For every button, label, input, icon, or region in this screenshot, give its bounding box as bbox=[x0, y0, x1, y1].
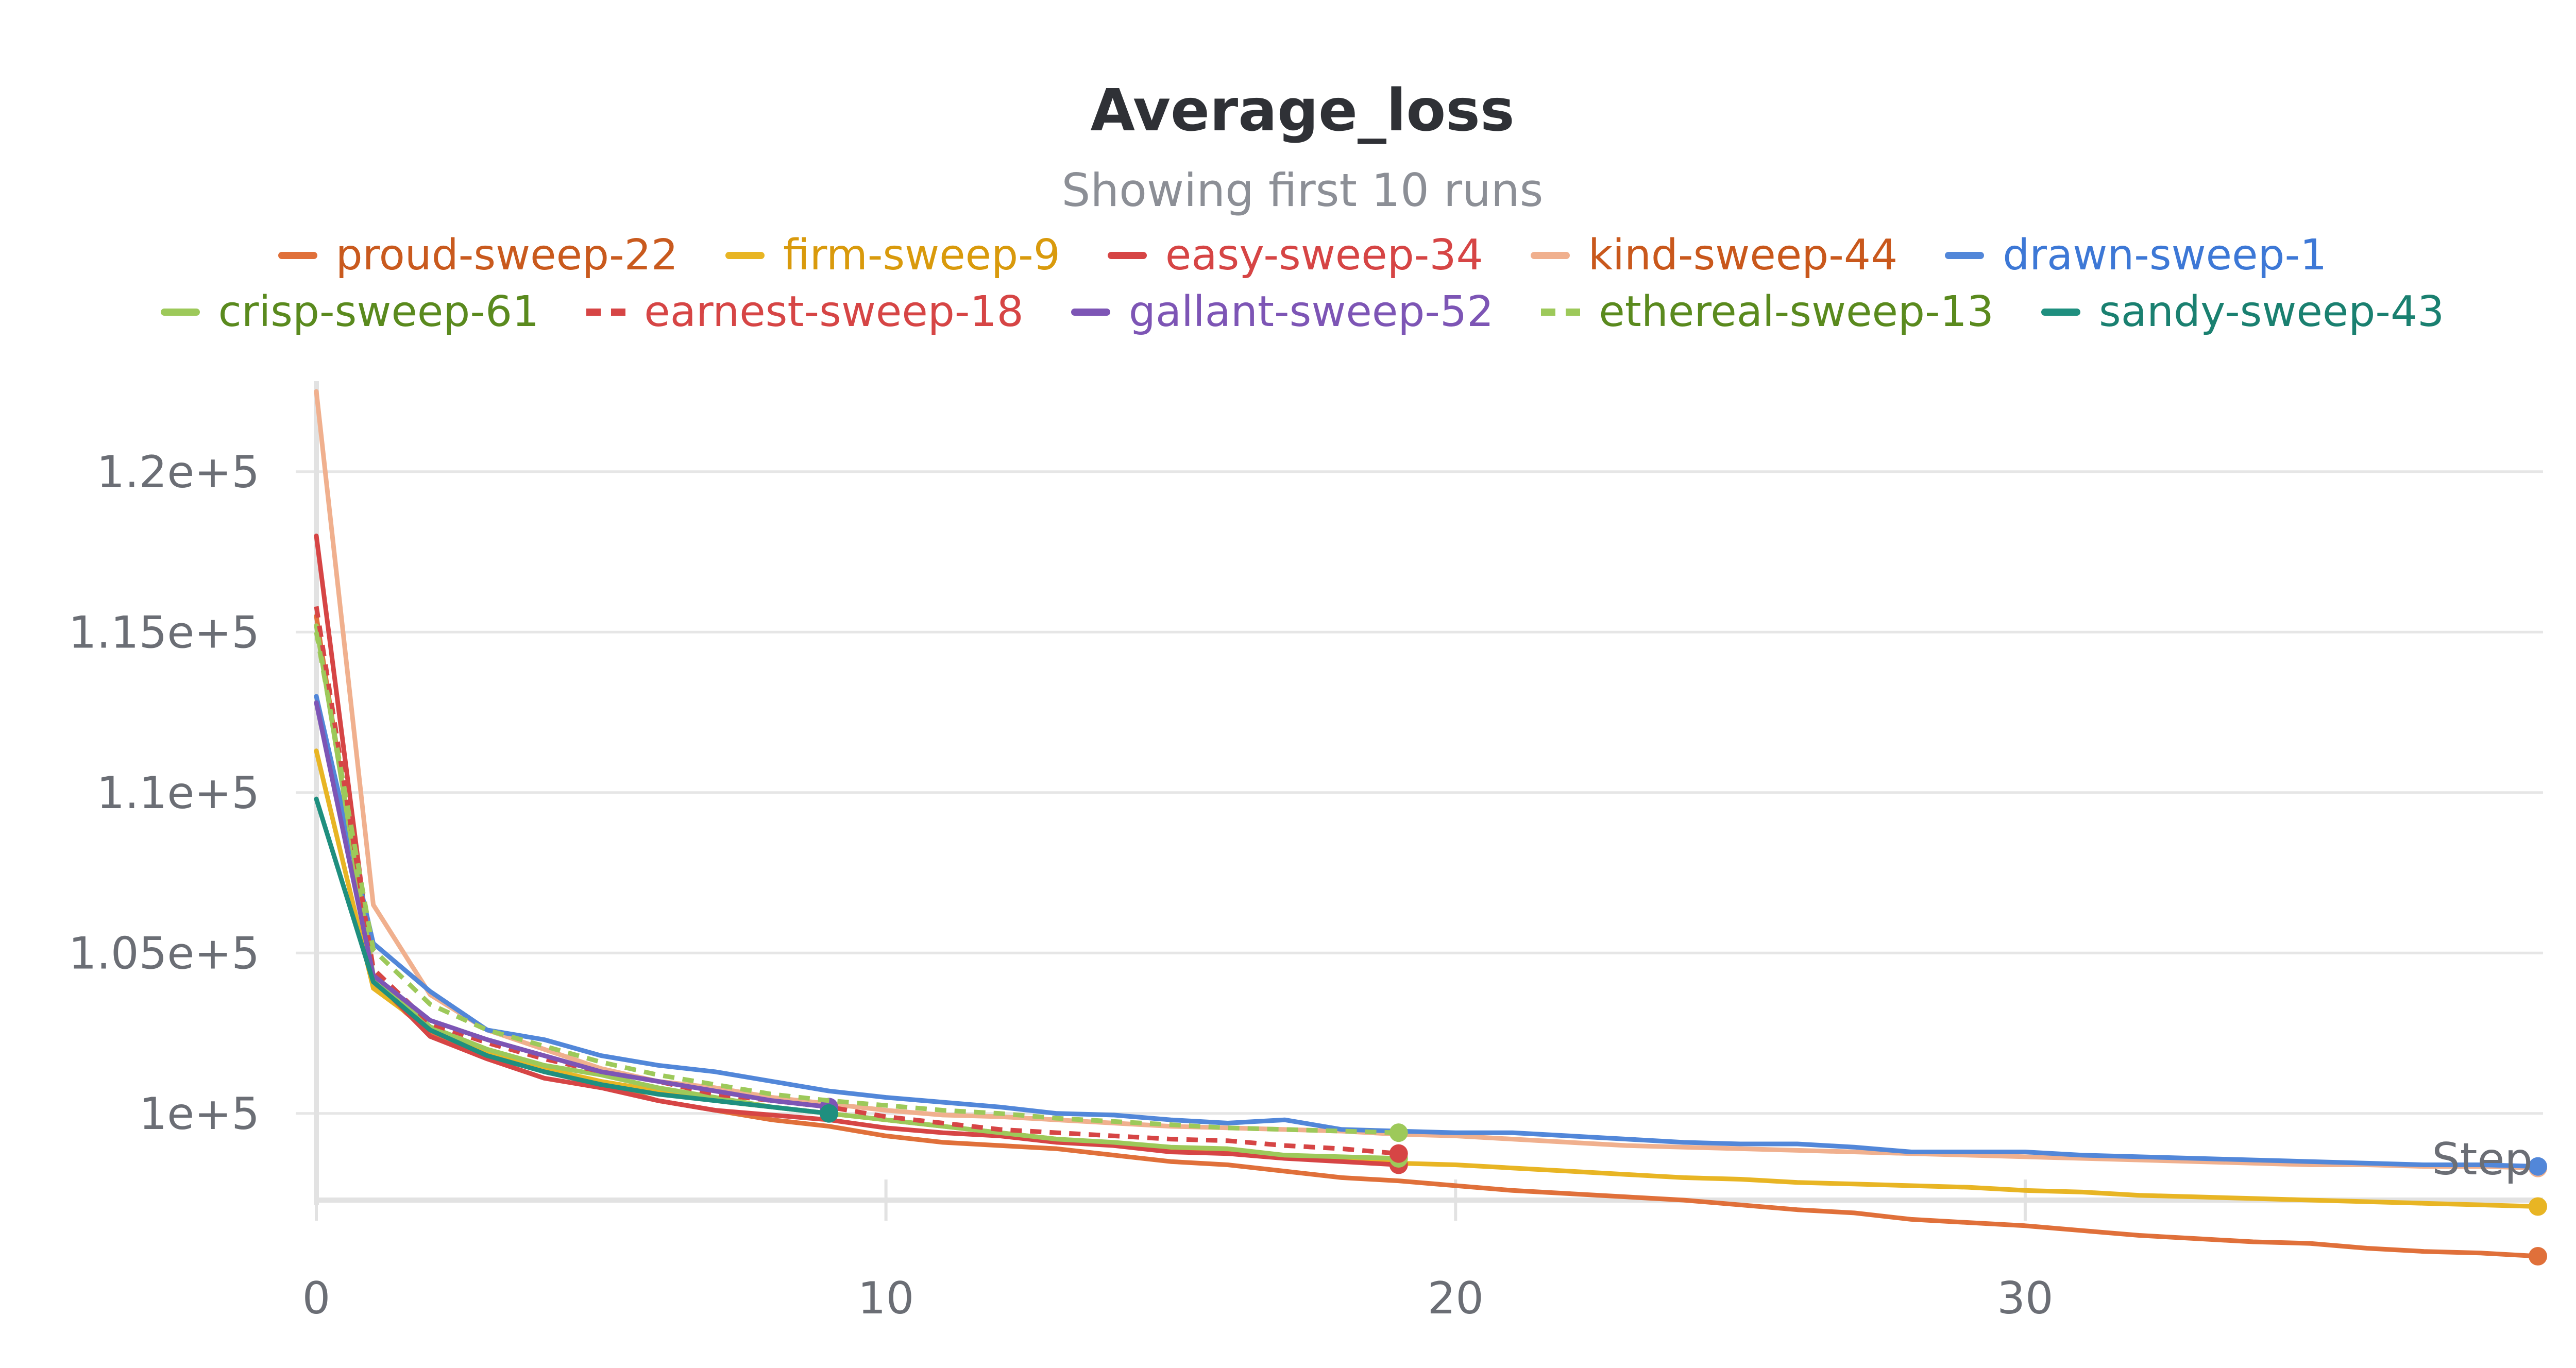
series-line-crisp-sweep-61 bbox=[314, 623, 1401, 1161]
legend-label: gallant-sweep-52 bbox=[1128, 287, 1494, 336]
legend-label: ethereal-sweep-13 bbox=[1599, 287, 1994, 336]
legend-swatch bbox=[2041, 308, 2080, 316]
y-tick-label: 1.2e+5 bbox=[97, 447, 260, 498]
legend-label: crisp-sweep-61 bbox=[218, 287, 539, 336]
chart-title: Average_loss bbox=[1090, 77, 1515, 144]
legend-item[interactable]: gallant-sweep-52 bbox=[1071, 287, 1494, 336]
legend-item[interactable]: easy-sweep-34 bbox=[1107, 231, 1483, 280]
legend-label: drawn-sweep-1 bbox=[2003, 231, 2327, 280]
legend-swatch bbox=[1530, 251, 1570, 259]
series-end-marker-earnest-sweep-18 bbox=[1389, 1144, 1408, 1163]
legend-swatch bbox=[278, 251, 317, 259]
legend-label: sandy-sweep-43 bbox=[2098, 287, 2445, 336]
legend-label: proud-sweep-22 bbox=[335, 231, 679, 280]
x-tick-label: 0 bbox=[302, 1273, 331, 1324]
series-line-ethereal-sweep-13 bbox=[314, 631, 1399, 1135]
legend-swatch bbox=[1107, 251, 1147, 259]
series-line-gallant-sweep-52 bbox=[314, 700, 832, 1109]
series-line-firm-sweep-9 bbox=[314, 748, 2540, 1209]
legend-item[interactable]: drawn-sweep-1 bbox=[1945, 231, 2327, 280]
legend-swatch bbox=[160, 308, 200, 316]
axes: 1e+5 1.05e+5 1.1e+5 1.15e+5 1.2e+5 0 10 20 30 bbox=[69, 381, 2543, 1324]
legend-item[interactable]: earnest-sweep-18 bbox=[586, 287, 1024, 336]
x-tick-label: 30 bbox=[1997, 1273, 2053, 1324]
x-tick-label: 20 bbox=[1428, 1273, 1484, 1324]
legend-label: firm-sweep-9 bbox=[783, 231, 1060, 280]
legend-label: kind-sweep-44 bbox=[1588, 231, 1898, 280]
series-line-earnest-sweep-18 bbox=[314, 606, 1399, 1156]
legend-row: proud-sweep-22 firm-sweep-9 easy-sweep-34 k… bbox=[0, 231, 2576, 280]
series-end-marker-drawn-sweep-1 bbox=[2529, 1157, 2547, 1176]
series-end-marker-ethereal-sweep-13 bbox=[1389, 1123, 1408, 1142]
x-axis-label: Step bbox=[2432, 1134, 2533, 1185]
legend-swatch bbox=[1071, 308, 1110, 316]
y-tick-label: 1.15e+5 bbox=[69, 607, 260, 658]
legend-item[interactable]: crisp-sweep-61 bbox=[160, 287, 539, 336]
legend-label: easy-sweep-34 bbox=[1165, 231, 1483, 280]
gridlines bbox=[316, 470, 2543, 1115]
x-tick-label: 10 bbox=[858, 1273, 914, 1324]
legend-swatch bbox=[1541, 308, 1581, 316]
legend-swatch bbox=[725, 251, 765, 259]
y-tick-label: 1.1e+5 bbox=[97, 767, 260, 819]
series-line-sandy-sweep-43 bbox=[314, 796, 832, 1116]
series-lines bbox=[314, 389, 2547, 1266]
legend-label: earnest-sweep-18 bbox=[644, 287, 1024, 336]
legend-item[interactable]: proud-sweep-22 bbox=[278, 231, 678, 280]
legend-item[interactable]: firm-sweep-9 bbox=[725, 231, 1060, 280]
series-line-kind-sweep-44 bbox=[314, 389, 2540, 1171]
series-end-marker-proud-sweep-22 bbox=[2529, 1247, 2547, 1266]
legend-swatch bbox=[1945, 251, 1985, 259]
legend-item[interactable]: kind-sweep-44 bbox=[1530, 231, 1898, 280]
series-end-marker-firm-sweep-9 bbox=[2529, 1197, 2547, 1216]
series-line-drawn-sweep-1 bbox=[314, 694, 2540, 1169]
y-tick-label: 1e+5 bbox=[139, 1088, 260, 1140]
y-tick-label: 1.05e+5 bbox=[69, 928, 260, 979]
legend-swatch bbox=[586, 308, 626, 316]
chart-subtitle: Showing first 10 runs bbox=[1061, 164, 1544, 217]
legend-item[interactable]: ethereal-sweep-13 bbox=[1541, 287, 1994, 336]
legend-row: crisp-sweep-61 earnest-sweep-18 gallant-sw… bbox=[0, 287, 2576, 336]
series-end-marker-sandy-sweep-43 bbox=[820, 1104, 839, 1123]
series-line-easy-sweep-34 bbox=[314, 533, 1401, 1167]
legend-item[interactable]: sandy-sweep-43 bbox=[2041, 287, 2444, 336]
